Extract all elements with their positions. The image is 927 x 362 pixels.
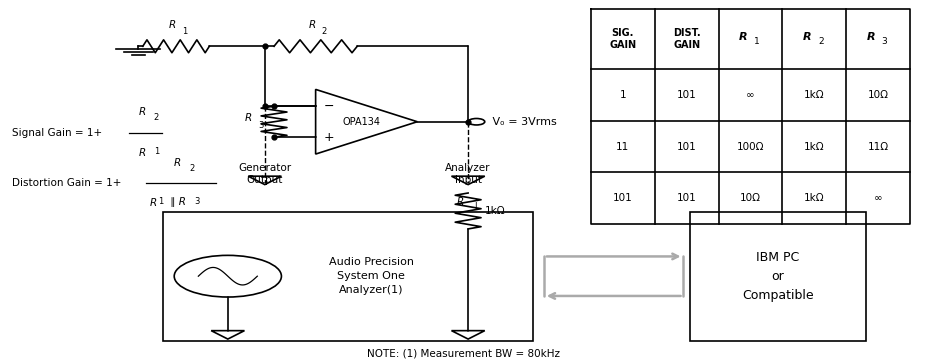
Text: Audio Precision
System One
Analyzer(1): Audio Precision System One Analyzer(1)	[328, 257, 413, 295]
Bar	[163, 211, 533, 341]
Text: NOTE: (1) Measurement BW = 80kHz: NOTE: (1) Measurement BW = 80kHz	[367, 349, 560, 359]
Text: R: R	[169, 20, 176, 30]
Text: 101: 101	[677, 142, 696, 152]
Text: R: R	[149, 198, 157, 208]
Text: R: R	[867, 32, 875, 42]
Text: OPA134: OPA134	[343, 117, 381, 127]
Text: 1: 1	[754, 37, 760, 46]
Text: 1kΩ: 1kΩ	[485, 206, 505, 216]
Text: 3: 3	[259, 121, 264, 130]
Text: 11Ω: 11Ω	[868, 142, 889, 152]
Text: 10Ω: 10Ω	[868, 90, 888, 100]
Text: R: R	[138, 148, 146, 157]
Text: Distortion Gain = 1+: Distortion Gain = 1+	[12, 178, 121, 188]
Text: R: R	[739, 32, 748, 42]
Text: 1: 1	[154, 147, 159, 156]
Text: IBM PC
or
Compatible: IBM PC or Compatible	[742, 251, 814, 302]
Text: 2: 2	[321, 26, 326, 35]
Text: 2: 2	[189, 164, 195, 173]
Text: ∞: ∞	[746, 90, 755, 100]
Text: 101: 101	[613, 193, 633, 203]
Text: R: R	[803, 32, 811, 42]
Text: −: −	[324, 100, 334, 113]
Text: L: L	[474, 202, 478, 211]
Text: ∥ R: ∥ R	[167, 197, 185, 207]
Bar	[690, 211, 866, 341]
Text: 2: 2	[154, 113, 159, 122]
Text: R: R	[174, 158, 181, 168]
Text: SIG.
GAIN: SIG. GAIN	[609, 28, 637, 50]
Text: 1kΩ: 1kΩ	[804, 193, 824, 203]
Text: Analyzer
Input: Analyzer Input	[445, 163, 491, 185]
Text: 3: 3	[195, 197, 200, 206]
Text: R: R	[245, 113, 252, 123]
Text: 2: 2	[818, 37, 823, 46]
Text: +: +	[324, 131, 334, 144]
Text: 101: 101	[677, 193, 696, 203]
Text: 1kΩ: 1kΩ	[804, 90, 824, 100]
Text: 1: 1	[159, 197, 164, 206]
Text: 100Ω: 100Ω	[737, 142, 764, 152]
Text: ∞: ∞	[874, 193, 883, 203]
Text: 1: 1	[182, 26, 187, 35]
Text: Generator
Output: Generator Output	[238, 163, 291, 185]
Text: 1kΩ: 1kΩ	[804, 142, 824, 152]
Text: Vₒ = 3Vrms: Vₒ = 3Vrms	[489, 117, 557, 127]
Text: R: R	[456, 197, 464, 207]
Text: R: R	[309, 20, 315, 30]
Text: 3: 3	[882, 37, 887, 46]
Text: Signal Gain = 1+: Signal Gain = 1+	[12, 127, 103, 138]
Text: 101: 101	[677, 90, 696, 100]
Text: 1: 1	[619, 90, 627, 100]
Text: 10Ω: 10Ω	[740, 193, 761, 203]
Text: DIST.
GAIN: DIST. GAIN	[673, 28, 701, 50]
Text: 11: 11	[616, 142, 629, 152]
Text: R: R	[138, 108, 146, 117]
